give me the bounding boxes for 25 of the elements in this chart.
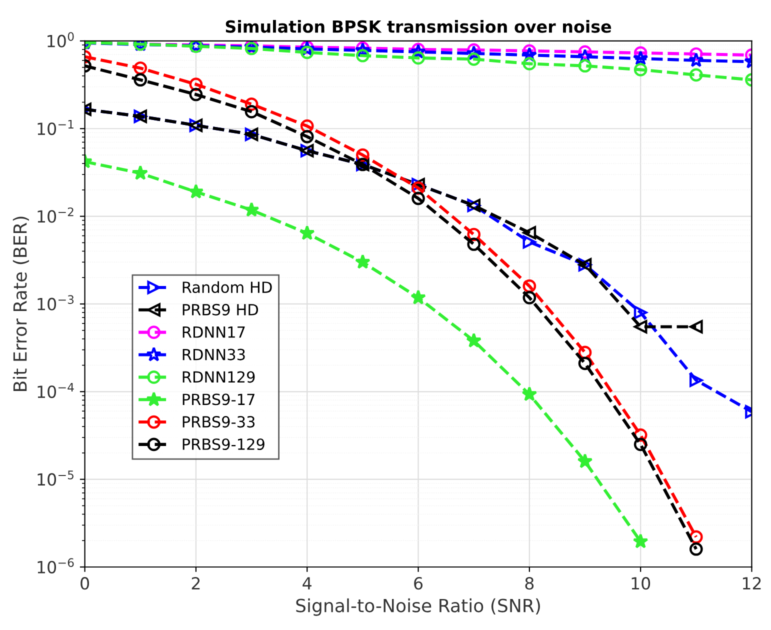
x-tick-label: 10 [632,577,650,590]
legend-label: RDNN129 [182,371,255,383]
x-tick-label: 4 [302,577,312,590]
legend-label: PRBS9 HD [182,304,258,316]
legend-label: RDNN33 [182,348,245,360]
x-axis-title: Signal-to-Noise Ratio (SNR) [296,598,540,616]
x-tick-label: 8 [525,577,534,590]
chart-title: Simulation BPSK transmission over noise [226,20,612,33]
legend-label: PRBS9-17 [182,394,254,406]
x-tick-label: 12 [742,577,761,590]
legend-label: RDNN17 [182,326,245,338]
y-tick-label: 10$^{−5}$ [38,470,74,486]
y-tick-label: 10$^{−6}$ [38,558,74,574]
y-tick-label: 10$^{−1}$ [38,120,74,136]
y-tick-label: 10$^{0}$ [48,32,74,48]
legend-label: PRBS9-129 [182,438,264,450]
x-tick-label: 2 [192,577,200,590]
y-tick-label: 10$^{−2}$ [38,207,74,223]
x-tick-label: 0 [80,577,90,590]
x-tick-label: 6 [414,577,423,590]
legend-label: Random HD [182,281,272,294]
y-tick-label: 10$^{−4}$ [38,382,74,398]
legend-label: PRBS9-33 [182,416,255,428]
y-tick-label: 10$^{−3}$ [38,295,74,310]
y-axis-title: Bit Error Rate (BER) [12,216,29,391]
